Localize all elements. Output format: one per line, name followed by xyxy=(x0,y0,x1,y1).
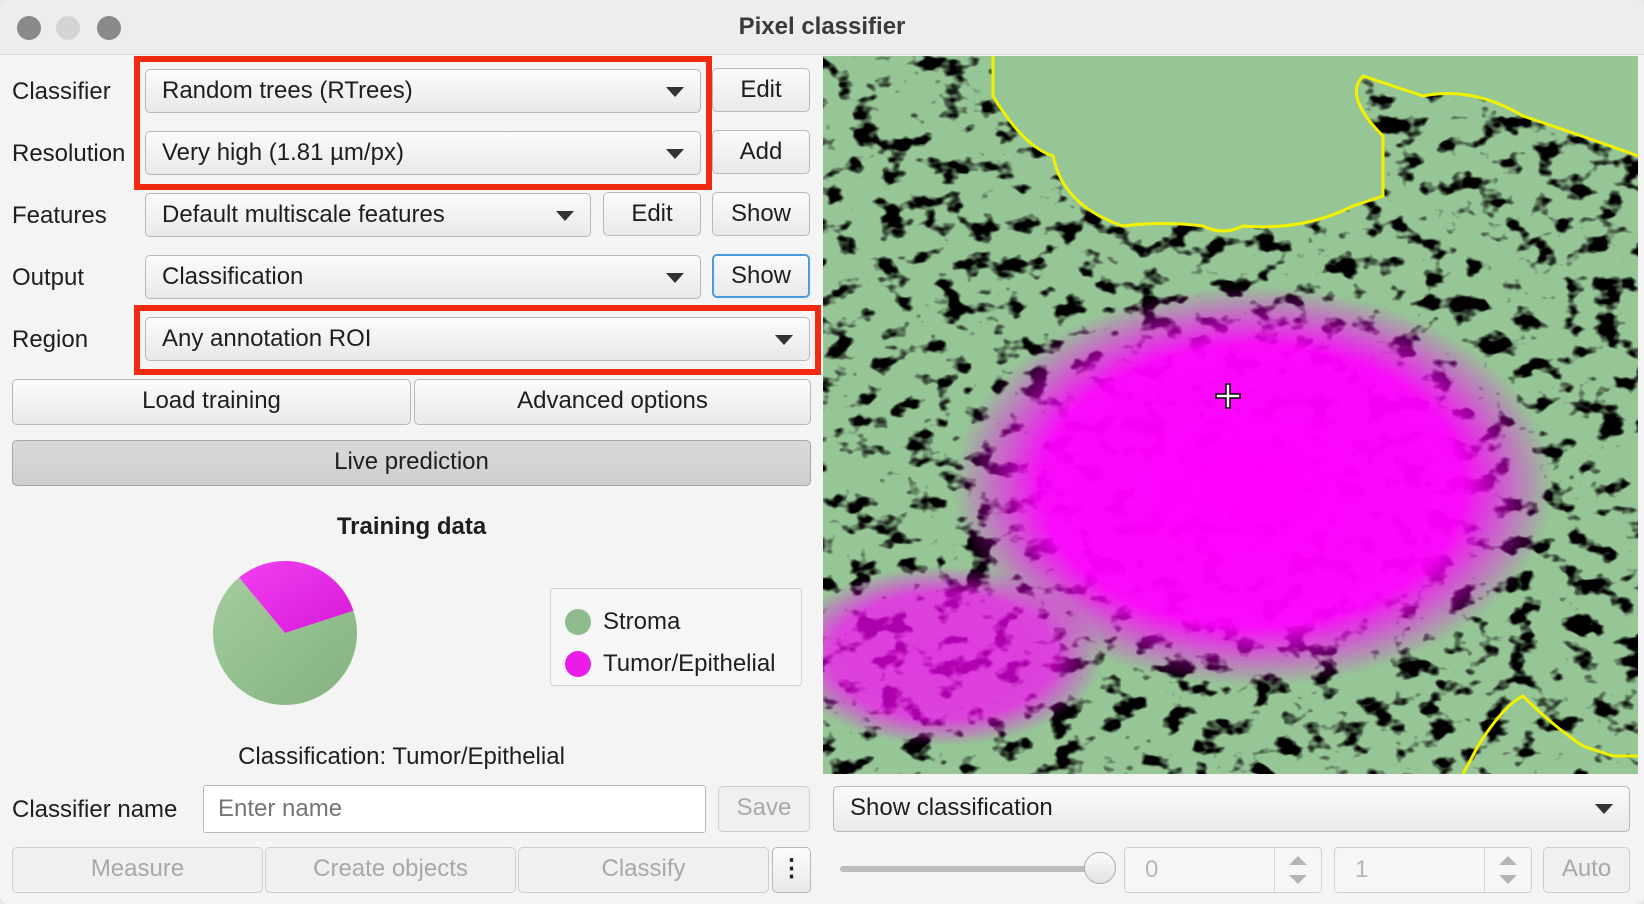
spinner-down-icon[interactable] xyxy=(1499,875,1517,884)
classifier-value: Random trees (RTrees) xyxy=(162,77,413,104)
min-value: 0 xyxy=(1145,856,1159,883)
chevron-down-icon xyxy=(666,273,684,283)
overlay-tumor-region xyxy=(823,566,1103,746)
legend-swatch-stroma xyxy=(565,609,591,635)
annotation-boundary-bottom xyxy=(1461,694,1638,774)
training-data-title: Training data xyxy=(336,513,487,540)
output-show-button[interactable]: Show xyxy=(712,254,810,298)
region-dropdown[interactable]: Any annotation ROI xyxy=(145,317,810,361)
chevron-down-icon xyxy=(1595,804,1613,814)
highlight-classifier-resolution xyxy=(134,56,712,190)
create-objects-button[interactable]: Create objects xyxy=(265,847,516,893)
minimize-window-button[interactable] xyxy=(56,16,80,40)
min-spinner-buttons[interactable] xyxy=(1274,848,1321,892)
chevron-down-icon xyxy=(666,87,684,97)
overlay-tumor-core xyxy=(953,286,1553,686)
classifier-dropdown[interactable]: Random trees (RTrees) xyxy=(145,69,701,113)
resolution-value: Very high (1.81 µm/px) xyxy=(162,139,404,166)
load-training-button[interactable]: Load training xyxy=(12,379,411,425)
training-legend: Stroma Tumor/Epithelial xyxy=(550,588,802,686)
max-spinner-buttons[interactable] xyxy=(1484,848,1531,892)
overlay-stroma-region xyxy=(993,56,1638,231)
features-show-button[interactable]: Show xyxy=(712,192,810,236)
max-value-spinner[interactable]: 1 xyxy=(1334,847,1532,893)
overlay-display-dropdown[interactable]: Show classification xyxy=(833,786,1630,832)
opacity-slider-thumb[interactable] xyxy=(1084,852,1116,884)
title-bar: Pixel classifier xyxy=(0,0,1644,55)
min-value-spinner[interactable]: 0 xyxy=(1124,847,1322,893)
features-dropdown[interactable]: Default multiscale features xyxy=(145,193,591,237)
output-label: Output xyxy=(12,264,85,291)
opacity-slider-fill xyxy=(840,866,1100,872)
features-label: Features xyxy=(12,202,107,229)
region-value: Any annotation ROI xyxy=(162,325,372,352)
output-dropdown[interactable]: Classification xyxy=(145,255,701,299)
classify-button[interactable]: Classify xyxy=(518,847,769,893)
save-button[interactable]: Save xyxy=(718,786,810,832)
max-value: 1 xyxy=(1355,856,1369,883)
chevron-down-icon xyxy=(556,211,574,221)
chevron-down-icon xyxy=(666,149,684,159)
legend-label-tumor-epithelial: Tumor/Epithelial xyxy=(603,650,776,677)
legend-swatch-tumor-epithelial xyxy=(565,651,591,677)
measure-button[interactable]: Measure xyxy=(12,847,263,893)
zoom-window-button[interactable] xyxy=(97,16,121,40)
classification-overlay-viewer[interactable] xyxy=(823,56,1638,774)
legend-label-stroma: Stroma xyxy=(603,608,681,635)
classifier-label: Classifier xyxy=(12,78,111,105)
resolution-label: Resolution xyxy=(12,140,126,167)
region-label: Region xyxy=(12,326,89,353)
spinner-up-icon[interactable] xyxy=(1499,856,1517,865)
training-data-pie-chart xyxy=(213,561,357,705)
spinner-up-icon[interactable] xyxy=(1289,856,1307,865)
crosshair-cursor-icon xyxy=(1215,383,1241,409)
features-edit-button[interactable]: Edit xyxy=(603,192,701,236)
classifier-name-input[interactable] xyxy=(203,785,706,833)
advanced-options-button[interactable]: Advanced options xyxy=(414,379,811,425)
highlight-region xyxy=(134,305,821,375)
output-value: Classification xyxy=(162,263,304,290)
pie-slice-stroma xyxy=(213,577,357,705)
resolution-add-button[interactable]: Add xyxy=(712,130,810,174)
live-prediction-button[interactable]: Live prediction xyxy=(12,440,811,486)
spinner-down-icon[interactable] xyxy=(1289,875,1307,884)
resolution-dropdown[interactable]: Very high (1.81 µm/px) xyxy=(145,131,701,175)
chevron-down-icon xyxy=(775,335,793,345)
classifier-edit-button[interactable]: Edit xyxy=(712,68,810,112)
window-title: Pixel classifier xyxy=(738,13,906,40)
auto-button[interactable]: Auto xyxy=(1543,847,1630,893)
more-options-button[interactable]: ⋮ xyxy=(772,847,811,893)
classification-text: Classification: Tumor/Epithelial xyxy=(238,743,565,770)
features-value: Default multiscale features xyxy=(162,201,445,228)
close-window-button[interactable] xyxy=(17,16,41,40)
annotation-boundary-top xyxy=(991,56,1638,233)
classifier-name-label: Classifier name xyxy=(12,796,178,823)
overlay-display-value: Show classification xyxy=(850,794,1053,821)
pie-slice-tumor-epithelial xyxy=(239,561,354,633)
